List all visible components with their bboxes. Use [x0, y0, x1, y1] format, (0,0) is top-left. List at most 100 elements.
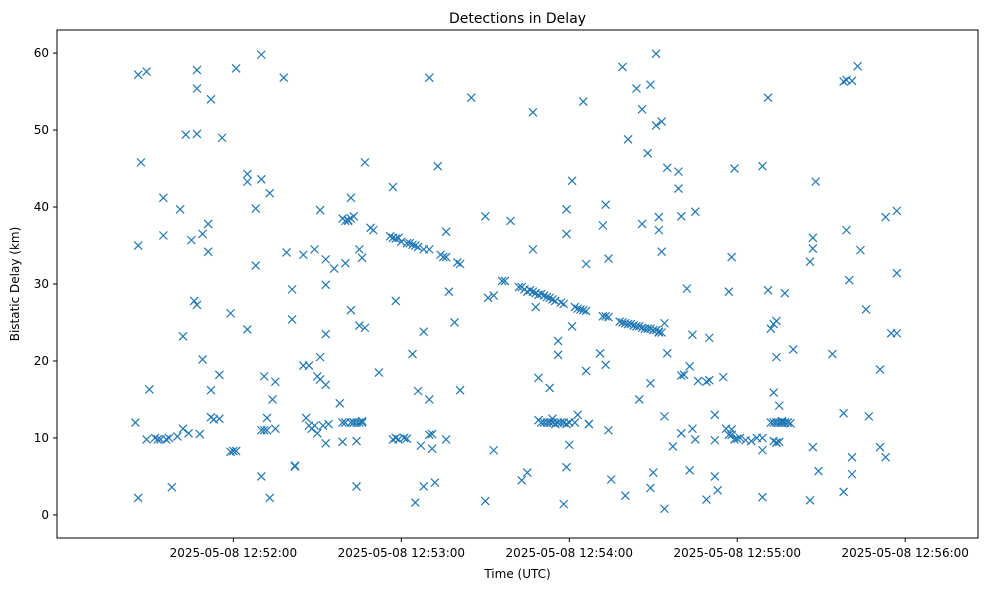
data-point [847, 469, 857, 479]
y-tick-label: 40 [34, 200, 49, 214]
data-point [310, 421, 319, 431]
data-point [528, 244, 538, 254]
data-point [780, 288, 790, 298]
data-point [814, 466, 823, 476]
data-point [489, 291, 499, 300]
data-point [321, 254, 331, 264]
data-point [654, 225, 664, 235]
data-point [710, 471, 720, 481]
x-tick-label: 2025-05-08 12:52:00 [170, 546, 297, 560]
data-point [483, 293, 493, 303]
data-point [242, 177, 252, 187]
data-point [881, 212, 891, 222]
data-point [724, 287, 734, 297]
data-point [786, 418, 795, 428]
data-point [601, 360, 611, 370]
data-point [388, 182, 398, 192]
data-point [186, 235, 196, 245]
data-point [662, 163, 672, 173]
data-point [517, 475, 527, 485]
data-point [693, 376, 703, 386]
data-point [839, 77, 849, 86]
data-point [203, 247, 213, 257]
data-point [674, 184, 683, 193]
data-point [808, 244, 818, 254]
data-point [668, 441, 678, 451]
data-point [732, 434, 742, 444]
data-point [433, 161, 443, 171]
data-point [892, 268, 902, 278]
data-point [584, 419, 594, 429]
data-point [556, 418, 566, 427]
data-point [766, 324, 776, 334]
data-point [528, 287, 538, 297]
y-tick-label: 10 [34, 431, 49, 445]
data-point [192, 84, 202, 93]
x-tick-label: 2025-05-08 12:53:00 [338, 546, 465, 560]
y-tick-label: 30 [34, 277, 49, 291]
data-point [455, 385, 465, 395]
data-point [811, 177, 821, 187]
data-points-group [130, 49, 902, 514]
data-point [651, 49, 661, 59]
data-point [682, 284, 692, 294]
data-point [730, 164, 739, 173]
data-point [346, 305, 356, 315]
data-point [153, 435, 163, 444]
data-point [413, 386, 423, 396]
data-point [158, 231, 168, 240]
data-point [581, 306, 591, 316]
data-point [615, 317, 625, 327]
data-point [419, 327, 429, 337]
data-point [399, 433, 409, 443]
data-point [595, 348, 605, 358]
data-point [441, 227, 451, 237]
data-point [346, 193, 356, 203]
data-point [601, 311, 611, 321]
data-point [321, 380, 331, 390]
data-point [606, 475, 616, 484]
data-point [634, 321, 644, 331]
data-point [598, 221, 608, 230]
data-point [198, 229, 207, 239]
data-point [256, 50, 266, 60]
data-point [144, 385, 154, 394]
data-point [167, 482, 177, 492]
data-point [158, 193, 168, 203]
data-point [455, 259, 465, 269]
data-point [646, 483, 655, 493]
data-point [391, 296, 401, 306]
data-point [164, 433, 174, 443]
data-point [685, 465, 695, 475]
data-point [214, 414, 224, 424]
data-point [548, 294, 557, 304]
data-point [394, 435, 403, 444]
data-point [315, 205, 325, 215]
data-point [394, 233, 403, 243]
data-point [713, 485, 723, 495]
data-point [528, 107, 538, 117]
data-point [559, 299, 569, 309]
data-point [410, 241, 420, 250]
data-point [620, 491, 630, 501]
data-point [130, 418, 140, 427]
data-point [567, 321, 577, 331]
data-point [805, 257, 815, 267]
data-point [842, 225, 851, 235]
data-point [581, 259, 591, 269]
data-point [690, 435, 700, 444]
data-point [626, 319, 636, 329]
data-point [217, 133, 227, 143]
data-point [847, 76, 857, 86]
data-point [853, 61, 863, 71]
data-point [335, 398, 345, 408]
data-point [783, 418, 793, 427]
data-point [480, 211, 490, 221]
data-point [192, 65, 202, 75]
data-point [402, 238, 412, 248]
data-point [354, 321, 364, 330]
data-point [581, 366, 591, 376]
data-point [844, 275, 854, 285]
data-point [550, 296, 560, 306]
